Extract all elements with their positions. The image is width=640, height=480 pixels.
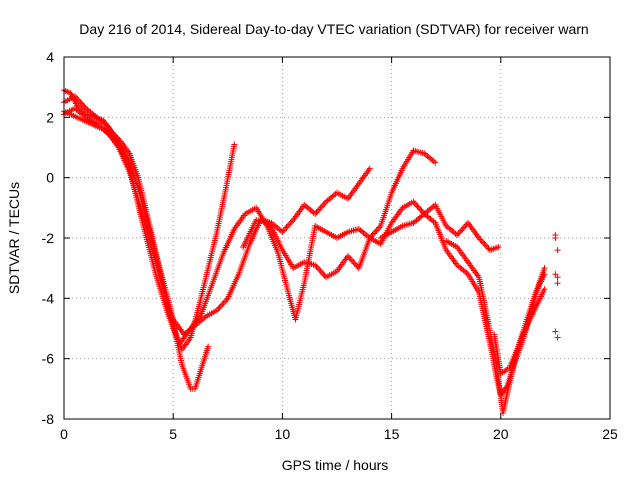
chart-title: Day 216 of 2014, Sidereal Day-to-day VTE… [79,21,588,37]
data-point [432,159,439,166]
y-tick-label: 0 [46,170,54,186]
data-point [554,274,561,281]
x-tick-label: 5 [169,426,177,442]
data-point [104,130,111,137]
data-point [366,165,373,172]
y-tick-label: -8 [42,411,55,427]
series-5 [240,198,502,281]
data-point [541,271,548,278]
data-point [541,286,548,293]
data-point [103,129,110,136]
data-point [552,328,559,335]
x-tick-label: 10 [275,426,291,442]
y-tick-label: 4 [46,49,54,65]
data-point [231,141,238,148]
data-point [541,265,548,272]
data-point [111,137,118,144]
data-point [110,135,117,142]
data-point [554,247,561,254]
x-tick-label: 25 [602,426,618,442]
y-tick-label: -2 [42,230,55,246]
data-points [61,87,561,416]
x-tick-label: 0 [60,426,68,442]
data-point [552,271,559,278]
data-point [554,280,561,287]
data-point [106,131,113,138]
x-tick-label: 15 [384,426,400,442]
data-point [205,343,212,350]
data-point [100,126,107,133]
y-tick-label: 2 [46,109,54,125]
data-point [101,127,108,134]
data-point [107,133,114,140]
y-tick-label: -4 [42,290,55,306]
data-point [552,231,559,238]
data-point [554,334,561,341]
x-tick-label: 20 [493,426,509,442]
series-9 [552,231,561,341]
series-8 [491,286,548,377]
series-4 [61,108,439,347]
series-3 [61,93,373,338]
data-point [495,244,502,251]
axes: 0 5 10 15 20 25 -8 -6 -4 -2 0 2 4 [42,49,618,442]
x-axis-label: GPS time / hours [282,457,389,473]
y-axis-label: SDTVAR / TECUs [6,182,22,294]
y-tick-label: -6 [42,351,55,367]
data-point [109,134,116,141]
